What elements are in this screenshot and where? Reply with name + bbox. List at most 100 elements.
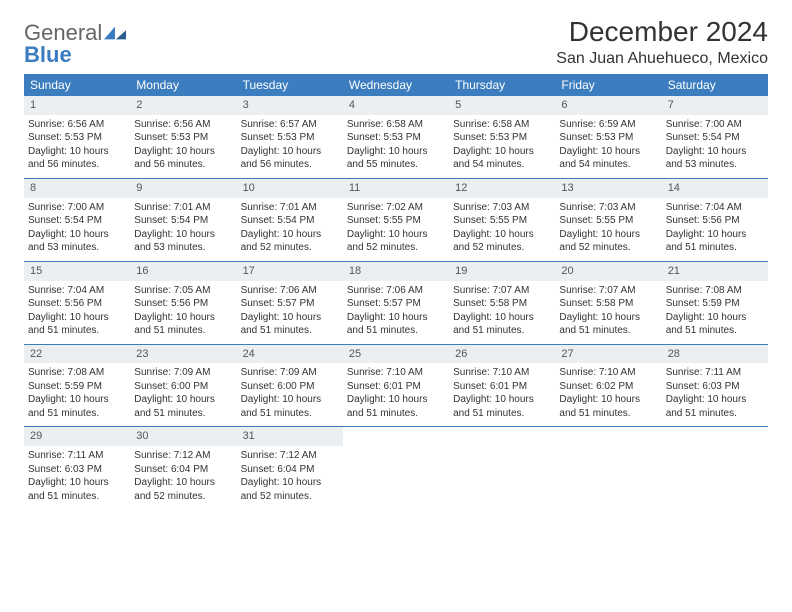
day-number-bar: 20: [555, 262, 661, 281]
day-number: 8: [30, 182, 36, 194]
logo: General Blue: [24, 22, 126, 66]
daylight-line: Daylight: 10 hours and 51 minutes.: [666, 393, 764, 420]
day-number-bar: 25: [343, 345, 449, 364]
day-number: 19: [455, 265, 467, 277]
calendar-week-row: 1Sunrise: 6:56 AMSunset: 5:53 PMDaylight…: [24, 96, 768, 178]
daylight-line: Daylight: 10 hours and 52 minutes.: [134, 476, 232, 503]
calendar-page: General Blue December 2024 San Juan Ahue…: [0, 0, 792, 525]
sunrise-line: Sunrise: 7:09 AM: [134, 366, 232, 380]
day-number-bar: 14: [662, 179, 768, 198]
sunset-line: Sunset: 5:56 PM: [134, 297, 232, 311]
calendar-day-cell: 19Sunrise: 7:07 AMSunset: 5:58 PMDayligh…: [449, 261, 555, 344]
calendar-week-row: 22 Sunrise: 7:08 AMSunset: 5:59 PM Dayligh…: [24, 344, 768, 427]
sunset-line: Sunset: 6:04 PM: [134, 463, 232, 477]
day-number: 7: [668, 99, 674, 111]
day-number-bar: 11: [343, 179, 449, 198]
calendar-day-cell: 27Sunrise: 7:10 AMSunset: 6:02 PMDayligh…: [555, 344, 661, 427]
sunset-line: Sunset: 6:04 PM: [241, 463, 339, 477]
daylight-line: Daylight: 10 hours and 51 minutes.: [666, 228, 764, 255]
calendar-day-cell: 30Sunrise: 7:12 AMSunset: 6:04 PMDayligh…: [130, 427, 236, 509]
sunset-line: Sunset: 5:57 PM: [347, 297, 445, 311]
sunrise-line: Sunrise: 7:04 AM: [28, 284, 126, 298]
day-number: 3: [243, 99, 249, 111]
day-number: 25: [349, 348, 361, 360]
daylight-line: Daylight: 10 hours and 51 minutes.: [559, 393, 657, 420]
sunrise-line: Sunrise: 7:06 AM: [347, 284, 445, 298]
calendar-day-cell: 10Sunrise: 7:01 AMSunset: 5:54 PMDayligh…: [237, 178, 343, 261]
daylight-line: Daylight: 10 hours and 53 minutes.: [666, 145, 764, 172]
sunset-line: Sunset: 5:59 PM: [28, 380, 126, 394]
day-number: 1: [30, 99, 36, 111]
calendar-week-row: 8Sunrise: 7:00 AMSunset: 5:54 PMDaylight…: [24, 178, 768, 261]
sunrise-line: Sunrise: 7:05 AM: [134, 284, 232, 298]
calendar-day-cell: 16Sunrise: 7:05 AMSunset: 5:56 PMDayligh…: [130, 261, 236, 344]
calendar-day-cell: 29Sunrise: 7:11 AMSunset: 6:03 PMDayligh…: [24, 427, 130, 509]
daylight-line: Daylight: 10 hours and 51 minutes.: [241, 311, 339, 338]
sunset-line: Sunset: 5:54 PM: [666, 131, 764, 145]
daylight-line: Daylight: 10 hours and 54 minutes.: [559, 145, 657, 172]
daylight-line: Daylight: 10 hours and 51 minutes.: [347, 393, 445, 420]
sunset-line: Sunset: 5:56 PM: [28, 297, 126, 311]
calendar-day-cell: 25Sunrise: 7:10 AMSunset: 6:01 PMDayligh…: [343, 344, 449, 427]
day-number-bar: 24: [237, 345, 343, 364]
day-number: 13: [561, 182, 573, 194]
day-number: 16: [136, 265, 148, 277]
daylight-line: Daylight: 10 hours and 52 minutes.: [241, 476, 339, 503]
sunrise-line: Sunrise: 7:03 AM: [453, 201, 551, 215]
day-number-bar: 23: [130, 345, 236, 364]
weekday-header: Wednesday: [343, 74, 449, 96]
sunset-line: Sunset: 5:54 PM: [241, 214, 339, 228]
sunset-line: Sunset: 6:01 PM: [347, 380, 445, 394]
day-number: 12: [455, 182, 467, 194]
sunset-line: Sunset: 5:54 PM: [28, 214, 126, 228]
day-number-bar: 29: [24, 427, 130, 446]
daylight-line: Daylight: 10 hours and 56 minutes.: [28, 145, 126, 172]
day-number-bar: 2: [130, 96, 236, 115]
calendar-day-cell: 13Sunrise: 7:03 AMSunset: 5:55 PMDayligh…: [555, 178, 661, 261]
sunset-line: Sunset: 5:56 PM: [666, 214, 764, 228]
calendar-day-cell: 8Sunrise: 7:00 AMSunset: 5:54 PMDaylight…: [24, 178, 130, 261]
day-number: 15: [30, 265, 42, 277]
logo-word-blue: Blue: [24, 42, 72, 67]
title-block: December 2024 San Juan Ahuehueco, Mexico: [556, 16, 768, 68]
sunset-line: Sunset: 6:01 PM: [453, 380, 551, 394]
sunrise-line: Sunrise: 7:12 AM: [134, 449, 232, 463]
calendar-day-cell: [343, 427, 449, 509]
calendar-day-cell: 24Sunrise: 7:09 AMSunset: 6:00 PMDayligh…: [237, 344, 343, 427]
day-number: 22: [30, 348, 42, 360]
calendar-day-cell: 1Sunrise: 6:56 AMSunset: 5:53 PMDaylight…: [24, 96, 130, 178]
day-number: 11: [349, 182, 360, 194]
sunset-line: Sunset: 6:00 PM: [134, 380, 232, 394]
calendar-day-cell: 15 Sunrise: 7:04 AMSunset: 5:56 PMDayligh…: [24, 261, 130, 344]
sunrise-line: Sunrise: 7:10 AM: [453, 366, 551, 380]
daylight-line: Daylight: 10 hours and 51 minutes.: [28, 311, 126, 338]
sunset-line: Sunset: 5:53 PM: [559, 131, 657, 145]
calendar-day-cell: [662, 427, 768, 509]
calendar-day-cell: 2Sunrise: 6:56 AMSunset: 5:53 PMDaylight…: [130, 96, 236, 178]
sunset-line: Sunset: 5:55 PM: [347, 214, 445, 228]
day-number-bar: 15: [24, 262, 130, 281]
sunrise-line: Sunrise: 7:08 AM: [28, 366, 126, 380]
daylight-line: Daylight: 10 hours and 51 minutes.: [347, 311, 445, 338]
calendar-day-cell: 21Sunrise: 7:08 AMSunset: 5:59 PMDayligh…: [662, 261, 768, 344]
calendar-day-cell: 28Sunrise: 7:11 AMSunset: 6:03 PMDayligh…: [662, 344, 768, 427]
sunset-line: Sunset: 5:58 PM: [453, 297, 551, 311]
month-title: December 2024: [556, 16, 768, 48]
day-number: 20: [561, 265, 573, 277]
sunrise-line: Sunrise: 7:08 AM: [666, 284, 764, 298]
daylight-line: Daylight: 10 hours and 51 minutes.: [453, 311, 551, 338]
sunrise-line: Sunrise: 6:56 AM: [28, 118, 126, 132]
sunrise-line: Sunrise: 7:11 AM: [28, 449, 126, 463]
weekday-header: Tuesday: [237, 74, 343, 96]
daylight-line: Daylight: 10 hours and 53 minutes.: [28, 228, 126, 255]
weekday-header: Thursday: [449, 74, 555, 96]
day-number-bar: 27: [555, 345, 661, 364]
calendar-day-cell: 17Sunrise: 7:06 AMSunset: 5:57 PMDayligh…: [237, 261, 343, 344]
sunrise-line: Sunrise: 7:06 AM: [241, 284, 339, 298]
daylight-line: Daylight: 10 hours and 56 minutes.: [134, 145, 232, 172]
daylight-line: Daylight: 10 hours and 52 minutes.: [559, 228, 657, 255]
sunrise-line: Sunrise: 6:57 AM: [241, 118, 339, 132]
sunset-line: Sunset: 5:59 PM: [666, 297, 764, 311]
daylight-line: Daylight: 10 hours and 51 minutes.: [666, 311, 764, 338]
calendar-header-row: SundayMondayTuesdayWednesdayThursdayFrid…: [24, 74, 768, 96]
